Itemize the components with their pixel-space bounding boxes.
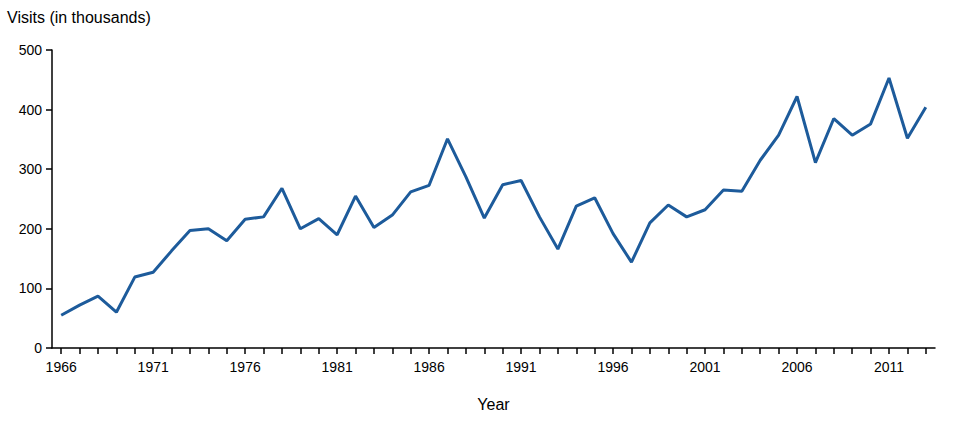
svg-text:2006: 2006 bbox=[781, 359, 812, 375]
svg-text:1976: 1976 bbox=[230, 359, 261, 375]
svg-text:1971: 1971 bbox=[138, 359, 169, 375]
svg-text:500: 500 bbox=[19, 42, 43, 58]
svg-text:2011: 2011 bbox=[874, 359, 904, 375]
svg-text:400: 400 bbox=[19, 102, 43, 118]
svg-text:Year: Year bbox=[477, 396, 510, 413]
svg-text:Visits (in thousands): Visits (in thousands) bbox=[7, 9, 151, 26]
svg-text:200: 200 bbox=[19, 221, 43, 237]
svg-text:1966: 1966 bbox=[46, 359, 77, 375]
svg-text:2001: 2001 bbox=[689, 359, 720, 375]
svg-text:1991: 1991 bbox=[506, 359, 537, 375]
svg-text:1986: 1986 bbox=[414, 359, 445, 375]
svg-text:0: 0 bbox=[34, 340, 42, 356]
svg-text:100: 100 bbox=[19, 280, 43, 296]
svg-text:1996: 1996 bbox=[597, 359, 628, 375]
svg-text:1981: 1981 bbox=[322, 359, 353, 375]
svg-text:300: 300 bbox=[19, 161, 43, 177]
